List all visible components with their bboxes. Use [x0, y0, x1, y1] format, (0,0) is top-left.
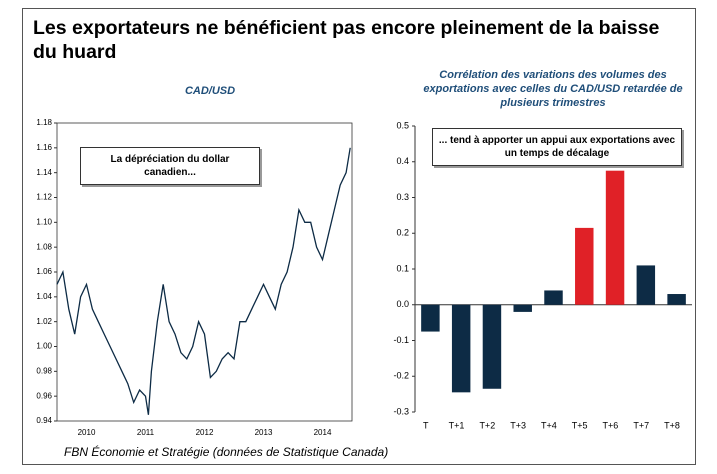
x-tick-label: 2011	[137, 428, 155, 437]
x-tick-label: T+8	[664, 420, 680, 430]
bar	[451, 304, 471, 393]
x-tick-label: T+4	[541, 420, 557, 430]
x-tick-label: 2012	[196, 428, 214, 437]
y-tick-label: -0.1	[393, 335, 409, 345]
y-tick-label: 1.02	[36, 317, 52, 326]
y-tick-label: 1.14	[36, 168, 52, 177]
bar	[513, 304, 532, 312]
annotation: ... tend à apporter un appui aux exporta…	[432, 128, 682, 166]
y-tick-label: 0.4	[396, 156, 409, 166]
x-tick-label: T+7	[633, 420, 649, 430]
y-tick-label: 0.1	[396, 263, 409, 273]
page-title: Les exportateurs ne bénéficient pas enco…	[33, 17, 660, 63]
y-tick-label: 0.94	[36, 416, 52, 425]
y-tick-label: 1.04	[36, 292, 52, 301]
x-tick-label: T+6	[603, 420, 619, 430]
x-tick-label: 2010	[78, 428, 96, 437]
x-tick-label: T	[423, 420, 429, 430]
y-tick-label: 1.16	[36, 143, 52, 152]
y-tick-label: -0.2	[393, 371, 409, 381]
x-tick-label: 2013	[255, 428, 273, 437]
x-tick-label: 2014	[314, 428, 332, 437]
x-tick-label: T+5	[572, 420, 588, 430]
x-tick-label: T+1	[449, 420, 465, 430]
annotation: La dépréciation du dollar canadien...	[80, 147, 260, 185]
y-tick-label: 0.96	[36, 391, 52, 400]
x-tick-label: T+3	[510, 420, 526, 430]
bar	[421, 304, 440, 332]
y-tick-label: -0.3	[393, 406, 409, 416]
y-tick-label: 1.18	[36, 118, 52, 127]
y-tick-label: 1.00	[36, 342, 52, 351]
y-tick-label: 0.0	[396, 299, 409, 309]
y-tick-label: 0.5	[396, 120, 409, 130]
bar	[575, 227, 594, 305]
y-tick-label: 1.06	[36, 267, 52, 276]
y-tick-label: 0.2	[396, 228, 409, 238]
chart-title: CAD/USD	[184, 85, 236, 97]
y-tick-label: 1.10	[36, 217, 52, 226]
line-series	[56, 147, 351, 415]
y-tick-label: 0.3	[396, 192, 409, 202]
bar	[544, 290, 563, 305]
bar	[636, 265, 656, 305]
frame	[22, 8, 696, 465]
bar	[482, 304, 502, 389]
x-tick-label: T+2	[479, 420, 495, 430]
source: FBN Économie et Stratégie (données de St…	[64, 445, 389, 459]
y-tick-label: 1.12	[36, 193, 52, 202]
chart-title: Corrélation des variations des volumes d…	[423, 69, 683, 109]
y-tick-label: 1.08	[36, 242, 52, 251]
bar	[605, 170, 625, 305]
y-tick-label: 0.98	[36, 366, 52, 375]
bar	[667, 294, 686, 305]
